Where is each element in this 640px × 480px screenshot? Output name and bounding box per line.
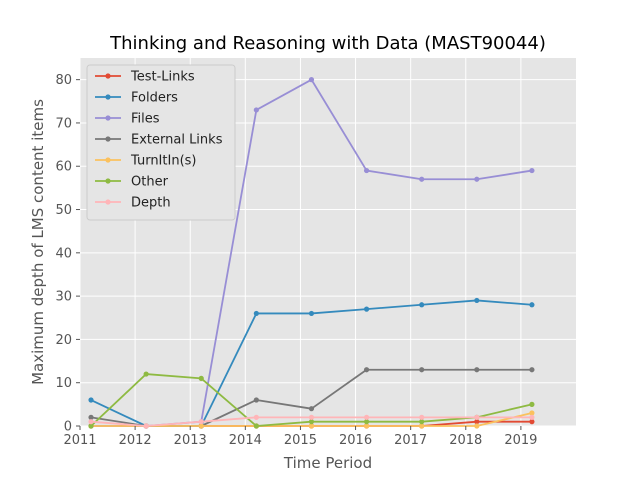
data-point (363, 419, 370, 425)
data-point (253, 397, 259, 403)
data-point (474, 176, 480, 182)
y-tick-label: 10 (55, 376, 72, 391)
legend: Test-Links Folders Files External Links Turn… (86, 64, 236, 221)
data-point (308, 77, 315, 83)
data-point (529, 419, 535, 425)
data-point (253, 423, 259, 429)
data-point (308, 406, 315, 412)
data-point (419, 367, 425, 373)
data-point (308, 419, 315, 425)
data-point (474, 423, 480, 429)
data-point (88, 414, 94, 420)
x-tick-label: 2014 (229, 433, 262, 448)
legend-swatch-marker (105, 94, 111, 100)
legend-label: Depth (131, 196, 171, 211)
data-point (198, 419, 204, 425)
axis-ticks: 2011 2012 2013 2014 2015 2016 2017 2018 2019 0 10 2… (55, 73, 537, 448)
series-depth (88, 414, 535, 429)
data-point (88, 419, 94, 425)
x-tick-label: 2019 (504, 433, 537, 448)
data-point (253, 107, 259, 113)
data-point (143, 423, 149, 429)
data-point (474, 419, 480, 425)
x-tick-label: 2018 (449, 433, 482, 448)
data-point (419, 423, 425, 429)
y-tick-label: 80 (55, 73, 72, 88)
data-point (143, 371, 149, 377)
data-point (419, 414, 425, 420)
data-point (198, 423, 204, 429)
y-tick-label: 50 (55, 203, 72, 218)
legend-label: Test-Links (130, 70, 195, 85)
data-point (253, 310, 259, 317)
series-other (88, 371, 535, 429)
data-point (363, 414, 370, 420)
y-tick-label: 30 (55, 290, 72, 305)
chart-title: Thinking and Reasoning with Data (MAST90… (109, 33, 546, 54)
data-point (88, 397, 94, 403)
y-tick-label: 40 (55, 246, 72, 261)
y-tick-label: 70 (55, 116, 72, 131)
x-tick-label: 2015 (284, 433, 317, 448)
data-point (253, 414, 259, 420)
data-point (529, 401, 535, 407)
legend-label: Folders (131, 91, 178, 106)
legend-swatch-marker (105, 178, 111, 184)
legend-swatch-marker (105, 199, 111, 205)
data-point (474, 414, 480, 420)
data-point (308, 310, 315, 317)
x-axis-label: Time Period (283, 454, 372, 472)
legend-label: Files (131, 112, 160, 127)
x-tick-label: 2013 (174, 433, 207, 448)
legend-swatch-marker (105, 115, 111, 121)
x-tick-label: 2012 (119, 433, 152, 448)
data-point (363, 306, 370, 312)
x-tick-label: 2017 (394, 433, 427, 448)
data-point (363, 167, 370, 174)
data-point (529, 302, 535, 308)
data-point (198, 375, 204, 381)
data-point (419, 419, 425, 425)
data-point (474, 367, 480, 373)
x-tick-label: 2016 (339, 433, 372, 448)
legend-box (86, 64, 236, 221)
x-tick-label: 2011 (63, 433, 96, 448)
series-lines (88, 77, 535, 429)
legend-swatch-marker (105, 136, 111, 142)
legend-label: Other (131, 175, 169, 190)
legend-swatch-marker (105, 73, 111, 79)
data-point (529, 367, 535, 373)
data-point (529, 414, 535, 420)
data-point (529, 410, 535, 416)
data-point (363, 367, 370, 373)
y-axis-label: Maximum depth of LMS content items (29, 99, 47, 385)
legend-swatch-marker (105, 157, 111, 163)
y-tick-label: 20 (55, 333, 72, 348)
data-point (363, 423, 370, 429)
data-point (419, 176, 425, 182)
y-tick-label: 60 (55, 160, 72, 175)
data-point (529, 167, 535, 174)
data-point (308, 423, 315, 429)
y-tick-label: 0 (64, 420, 72, 435)
data-point (419, 302, 425, 308)
legend-label: External Links (131, 133, 223, 148)
legend-label: TurnItIn(s) (130, 154, 196, 169)
data-point (474, 297, 480, 304)
data-point (308, 414, 315, 420)
data-point (88, 423, 94, 429)
